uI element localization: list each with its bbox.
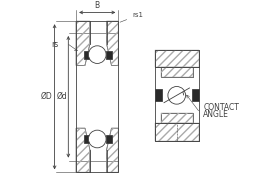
Bar — [155, 50, 199, 141]
Text: Ød: Ød — [57, 92, 67, 101]
Polygon shape — [84, 135, 91, 143]
Text: ANGLE: ANGLE — [203, 110, 229, 120]
Circle shape — [168, 86, 186, 104]
Polygon shape — [84, 51, 91, 59]
Bar — [76, 21, 118, 172]
Polygon shape — [76, 21, 90, 65]
Polygon shape — [106, 21, 118, 65]
Circle shape — [88, 46, 106, 63]
Text: rs: rs — [51, 40, 58, 49]
Polygon shape — [106, 135, 112, 143]
Polygon shape — [155, 123, 199, 141]
Circle shape — [88, 130, 106, 148]
Polygon shape — [155, 89, 162, 101]
Bar — [76, 21, 118, 172]
Text: rs1: rs1 — [120, 12, 143, 22]
Polygon shape — [161, 113, 193, 123]
Text: ØD: ØD — [41, 92, 53, 101]
Polygon shape — [192, 89, 199, 101]
Polygon shape — [106, 128, 118, 172]
Text: B: B — [95, 2, 100, 10]
Bar — [155, 50, 199, 141]
Polygon shape — [161, 67, 193, 77]
Polygon shape — [76, 128, 90, 172]
Text: CONTACT: CONTACT — [203, 103, 239, 112]
Polygon shape — [155, 50, 199, 67]
Polygon shape — [106, 51, 112, 59]
